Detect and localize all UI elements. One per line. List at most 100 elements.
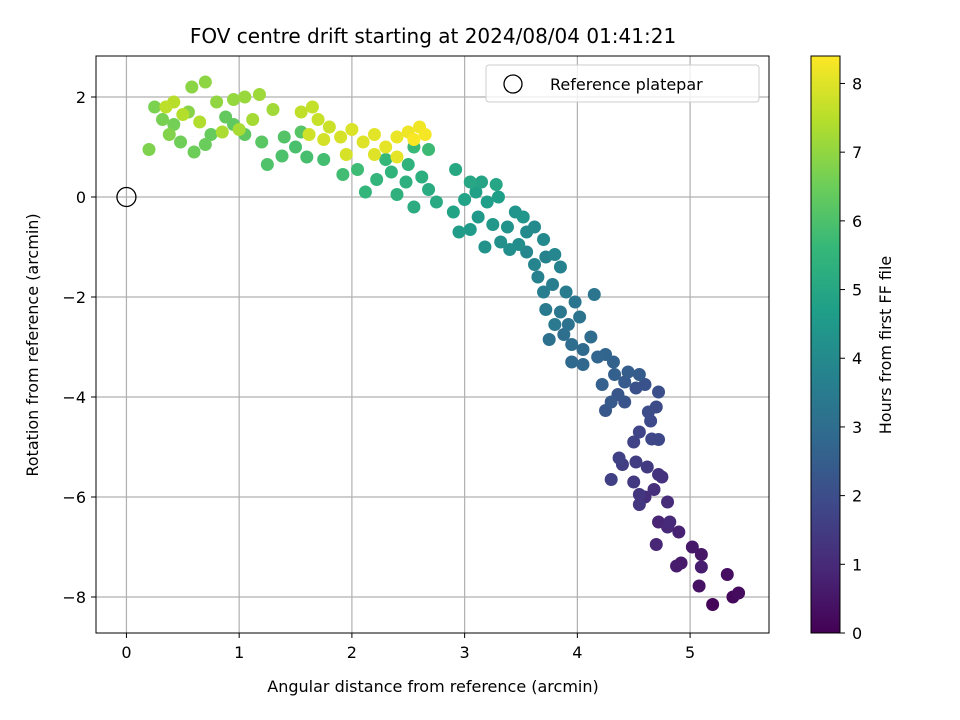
data-point-140: [232, 123, 246, 136]
colorbar-tick-label-1: 1: [852, 555, 862, 574]
x-tick-label-1: 1: [234, 643, 244, 662]
data-point-49: [591, 350, 605, 364]
data-point-98: [407, 200, 421, 214]
data-point-154: [356, 135, 370, 149]
colorbar-tick-label-8: 8: [852, 74, 862, 93]
data-point-72: [548, 248, 562, 261]
data-point-99: [415, 170, 429, 184]
data-point-63: [539, 303, 553, 316]
data-point-112: [300, 150, 314, 164]
data-point-136: [238, 90, 252, 104]
data-point-102: [401, 158, 415, 171]
y-tick-label-0: −8: [62, 588, 86, 607]
x-axis-ticks: 0 1 2 3 4 5: [121, 633, 695, 662]
data-point-28: [627, 435, 641, 449]
data-point-45: [608, 368, 622, 381]
data-point-127: [156, 113, 170, 126]
colorbar-tick-label-2: 2: [852, 487, 862, 506]
y-tick-label-2: −4: [62, 388, 86, 407]
data-point-95: [449, 163, 463, 176]
data-point-100: [399, 175, 413, 189]
data-point-148: [311, 113, 325, 126]
x-tick-label-4: 4: [572, 643, 582, 662]
x-tick-label-5: 5: [685, 643, 695, 662]
data-point-80: [500, 220, 514, 234]
colorbar-tick-label-3: 3: [852, 418, 862, 437]
data-point-118: [255, 135, 269, 149]
data-point-128: [148, 100, 162, 114]
data-point-44: [621, 365, 635, 379]
y-axis-ticks: −8 −6 −4 −2 0 2: [62, 88, 96, 607]
data-point-26: [604, 473, 618, 486]
data-point-73: [537, 233, 551, 246]
data-point-160: [418, 128, 432, 141]
data-point-132: [185, 80, 199, 94]
y-tick-label-3: −2: [62, 288, 86, 307]
data-point-0: [706, 598, 720, 611]
data-point-88: [491, 190, 505, 204]
data-point-97: [422, 183, 436, 196]
data-point-149: [322, 120, 336, 134]
data-point-129: [142, 143, 156, 156]
data-point-139: [246, 113, 260, 126]
data-point-82: [516, 210, 530, 224]
data-point-66: [537, 285, 551, 299]
data-point-14: [663, 515, 677, 529]
data-point-8: [670, 559, 684, 573]
data-point-134: [210, 95, 224, 109]
data-point-15: [661, 495, 675, 509]
data-point-145: [159, 100, 173, 114]
colorbar-tick-label-7: 7: [852, 143, 862, 162]
data-point-37: [638, 378, 652, 391]
data-point-24: [629, 455, 643, 469]
data-point-96: [429, 195, 443, 209]
y-tick-label-4: 0: [76, 188, 86, 207]
data-point-85: [463, 223, 477, 236]
data-point-91: [446, 205, 460, 219]
data-point-150: [302, 128, 316, 141]
data-point-17: [647, 483, 661, 496]
data-point-50: [576, 358, 590, 371]
data-point-9: [694, 560, 708, 574]
data-point-20: [632, 488, 646, 501]
colorbar-tick-label-4: 4: [852, 349, 862, 368]
chart-title: FOV centre drift starting at 2024/08/04 …: [190, 24, 676, 48]
colorbar-tick-label-6: 6: [852, 212, 862, 231]
data-point-6: [685, 540, 699, 554]
plot-frame: [95, 55, 770, 634]
data-point-57: [561, 318, 575, 331]
data-point-87: [480, 195, 494, 209]
data-point-161: [407, 133, 421, 146]
data-point-116: [277, 130, 291, 144]
data-point-12: [649, 538, 663, 551]
data-point-68: [553, 260, 567, 274]
data-point-89: [469, 185, 483, 199]
data-point-115: [260, 158, 274, 171]
y-tick-label-1: −6: [62, 488, 86, 507]
data-point-151: [317, 133, 331, 146]
data-point-83: [486, 218, 500, 231]
data-point-34: [641, 405, 655, 419]
data-point-94: [463, 175, 477, 189]
data-point-75: [520, 225, 534, 239]
colorbar-label: Hours from first FF file: [876, 256, 895, 435]
data-point-84: [471, 210, 485, 224]
data-point-10: [672, 525, 686, 539]
data-point-113: [289, 140, 303, 154]
data-point-42: [618, 375, 632, 389]
data-point-27: [612, 451, 626, 465]
data-point-2: [732, 586, 746, 600]
data-point-125: [174, 135, 188, 149]
data-point-124: [187, 145, 201, 159]
colorbar-tick-label-0: 0: [852, 624, 862, 643]
data-point-143: [176, 108, 190, 121]
data-point-41: [604, 395, 618, 409]
data-point-146: [294, 105, 308, 119]
data-point-35: [652, 385, 666, 399]
y-tick-label-5: 2: [76, 88, 86, 107]
reference-marker: [116, 186, 137, 208]
data-point-164: [390, 150, 404, 164]
x-axis-label: Angular distance from reference (arcmin): [267, 677, 598, 696]
legend-box: [485, 64, 760, 103]
data-point-135: [227, 93, 241, 106]
